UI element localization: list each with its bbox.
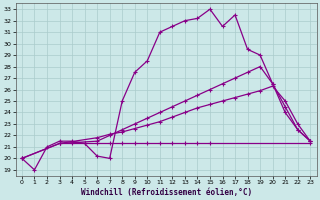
- X-axis label: Windchill (Refroidissement éolien,°C): Windchill (Refroidissement éolien,°C): [81, 188, 252, 197]
